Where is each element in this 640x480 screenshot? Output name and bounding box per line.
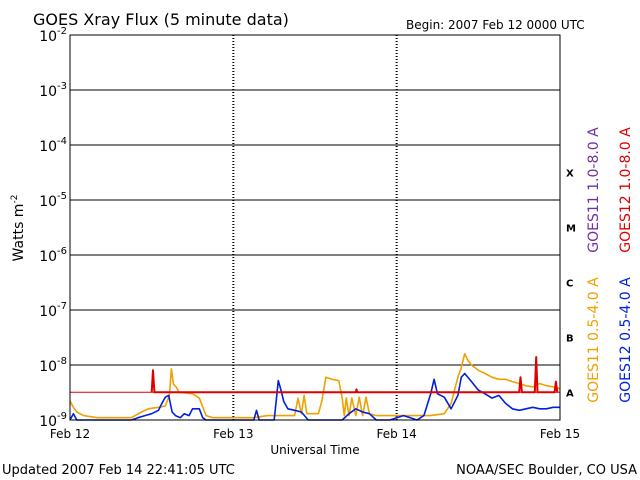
y-tick-exponent: -2	[57, 26, 67, 37]
y-tick-label: 10-6	[39, 246, 67, 265]
y-tick-base: 10	[39, 194, 57, 210]
legend-item: GOES12 1.0-8.0 A	[618, 127, 634, 253]
legend-label: GOES11 1.0-8.0 A	[586, 127, 602, 253]
credit-text: NOAA/SEC Boulder, CO USA	[456, 463, 637, 478]
x-tick-label: Feb 14	[376, 427, 416, 441]
x-tick-labels: Feb 12 Feb 13 Feb 14 Feb 15	[50, 427, 580, 441]
y-axis-label: Watts m-2	[10, 195, 27, 262]
y-tick-label: 10-9	[39, 411, 67, 430]
flare-class-m: M	[566, 224, 576, 235]
begin-time: Begin: 2007 Feb 12 0000 UTC	[406, 18, 585, 32]
y-tick-base: 10	[39, 304, 57, 320]
y-tick-label: 10-8	[39, 356, 67, 375]
legend-item: GOES11 1.0-8.0 A	[586, 127, 602, 253]
y-tick-label: 10-7	[39, 301, 67, 320]
legend-item: GOES11 0.5-4.0 A	[586, 277, 602, 403]
series-goes12-0-5-4-0-a	[69, 372, 560, 421]
x-tick-label: Feb 15	[540, 427, 580, 441]
grid	[70, 34, 560, 421]
legend-label: GOES12 1.0-8.0 A	[618, 127, 634, 253]
y-axis-label-sup: -2	[10, 195, 20, 204]
y-tick-exponent: -9	[57, 411, 67, 422]
flare-class-a: A	[566, 389, 574, 400]
x-axis-label: Universal Time	[270, 443, 359, 457]
y-tick-base: 10	[39, 29, 57, 45]
y-tick-base: 10	[39, 359, 57, 375]
y-tick-exponent: -4	[57, 136, 67, 147]
flare-class-labels: X M C B A	[566, 169, 576, 400]
y-tick-exponent: -6	[57, 246, 67, 257]
y-tick-labels: 10-210-310-410-510-610-710-810-9	[39, 26, 67, 430]
y-tick-label: 10-3	[39, 81, 67, 100]
x-tick-label: Feb 12	[50, 427, 90, 441]
legend-item: GOES12 0.5-4.0 A	[618, 277, 634, 403]
chart-title: GOES Xray Flux (5 minute data)	[33, 10, 289, 29]
y-axis-label-text: Watts m	[11, 204, 27, 262]
y-tick-base: 10	[39, 414, 57, 430]
legend-label: GOES11 0.5-4.0 A	[586, 277, 602, 403]
y-tick-exponent: -3	[57, 81, 67, 92]
plot-frame	[69, 34, 561, 421]
series-goes12-1-0-8-0-a	[150, 356, 559, 394]
y-tick-exponent: -5	[57, 191, 67, 202]
flare-class-x: X	[566, 169, 574, 180]
svg-text:Watts m-2: Watts m-2	[10, 195, 27, 262]
y-tick-base: 10	[39, 139, 57, 155]
y-tick-base: 10	[39, 84, 57, 100]
y-tick-base: 10	[39, 249, 57, 265]
series-lines	[69, 352, 561, 421]
x-tick-label: Feb 13	[213, 427, 253, 441]
y-tick-exponent: -8	[57, 356, 67, 367]
updated-timestamp: Updated 2007 Feb 14 22:41:05 UTC	[2, 463, 235, 478]
y-tick-label: 10-2	[39, 26, 67, 45]
y-tick-label: 10-5	[39, 191, 67, 210]
y-tick-label: 10-4	[39, 136, 67, 155]
legend-label: GOES12 0.5-4.0 A	[618, 277, 634, 403]
flare-class-b: B	[566, 334, 574, 345]
y-tick-exponent: -7	[57, 301, 67, 312]
legend: GOES11 1.0-8.0 A GOES12 1.0-8.0 A GOES11 0…	[586, 127, 634, 403]
flare-class-c: C	[566, 279, 573, 290]
series-goes11-0-5-4-0-a	[69, 352, 561, 419]
